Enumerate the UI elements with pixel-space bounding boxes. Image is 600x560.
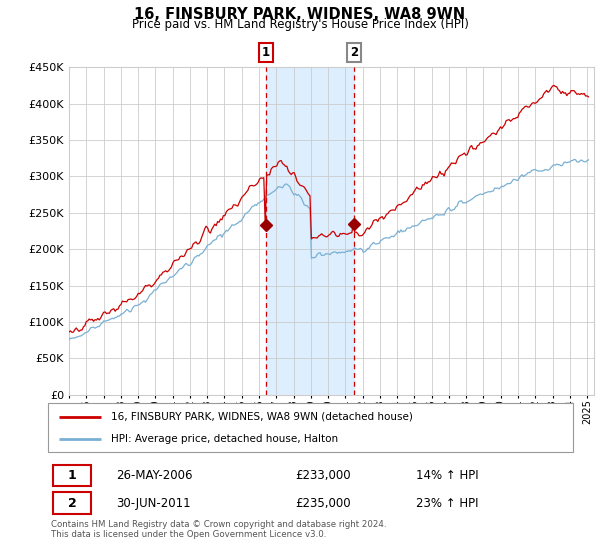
Text: 16, FINSBURY PARK, WIDNES, WA8 9WN: 16, FINSBURY PARK, WIDNES, WA8 9WN [134, 7, 466, 22]
Text: 2: 2 [68, 497, 77, 510]
Text: 30-JUN-2011: 30-JUN-2011 [116, 497, 191, 510]
FancyBboxPatch shape [53, 492, 91, 514]
Text: 1: 1 [262, 46, 269, 59]
Text: 2: 2 [350, 46, 358, 59]
Text: 23% ↑ HPI: 23% ↑ HPI [415, 497, 478, 510]
Bar [266, 67, 354, 395]
Text: HPI: Average price, detached house, Halton: HPI: Average price, detached house, Halt… [111, 433, 338, 444]
Text: 1: 1 [68, 469, 77, 482]
FancyBboxPatch shape [53, 465, 91, 486]
Text: £235,000: £235,000 [295, 497, 350, 510]
Text: 14% ↑ HPI: 14% ↑ HPI [415, 469, 478, 482]
Text: 16, FINSBURY PARK, WIDNES, WA8 9WN (detached house): 16, FINSBURY PARK, WIDNES, WA8 9WN (deta… [111, 412, 413, 422]
FancyBboxPatch shape [48, 403, 573, 452]
Text: Contains HM Land Registry data © Crown copyright and database right 2024.
This d: Contains HM Land Registry data © Crown c… [51, 520, 386, 539]
Text: Price paid vs. HM Land Registry's House Price Index (HPI): Price paid vs. HM Land Registry's House … [131, 18, 469, 31]
Text: £233,000: £233,000 [295, 469, 350, 482]
Text: 26-MAY-2006: 26-MAY-2006 [116, 469, 193, 482]
